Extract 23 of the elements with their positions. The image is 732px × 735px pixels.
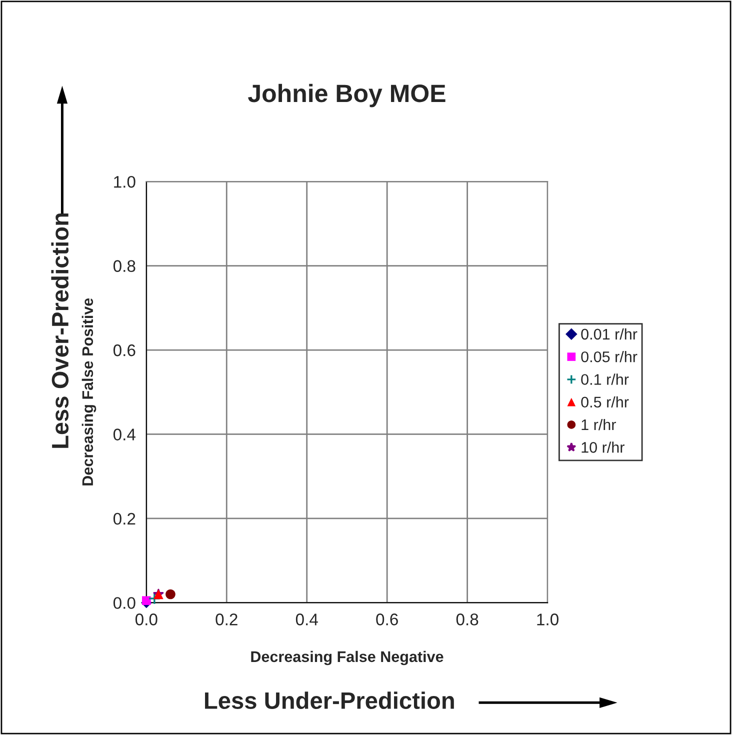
legend-label: 0.01 r/hr [581,328,638,340]
y-axis-title: Decreasing False Positive [82,298,96,486]
y-tick-label: 1.0 [114,176,136,188]
x-tick-label: 0.0 [135,614,158,626]
legend-label: 0.1 r/hr [581,374,629,385]
chart-title: Johnie Boy MOE [248,84,446,108]
legend-label: 0.05 r/hr [581,351,638,362]
x-tick-label: 0.4 [296,614,318,626]
legend-label: 1 r/hr [582,418,616,430]
y-tick-label: 0.2 [113,512,136,525]
x-tick-label: 0.8 [456,614,478,626]
y-tick-label: 0.8 [113,260,136,272]
x-tick-label: 1.0 [537,614,558,626]
x-axis-title: Decreasing False Negative [251,650,444,666]
y-tick-label: 0.0 [113,597,136,609]
y-tick-label: 0.6 [113,344,136,356]
text: Less Over-Prediction [51,213,69,448]
text: Less Under-Prediction [205,692,454,709]
legend-label: 0.5 r/hr [581,396,629,408]
x-tick-label: 0.2 [216,614,238,626]
x-tick-label: 0.6 [376,614,398,626]
y-tick-label: 0.4 [113,428,136,440]
legend-label: 10 r/hr [582,442,624,453]
